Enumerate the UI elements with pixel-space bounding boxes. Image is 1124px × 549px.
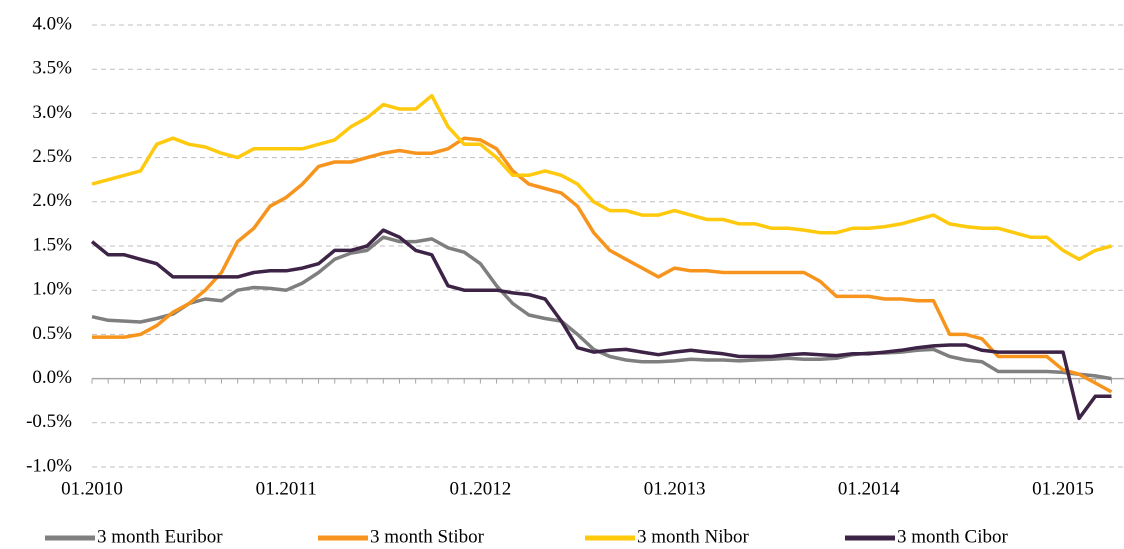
series-line [92,136,1113,394]
y-tick-label: -1.0% [26,455,72,476]
legend-label: 3 month Cibor [897,526,1009,547]
y-tick-label: 3.0% [32,102,72,123]
y-tick-label: 0.5% [32,323,72,344]
x-tick-label: 01.2014 [838,478,900,499]
x-tick-label: 01.2013 [644,478,706,499]
series-line [91,93,1112,262]
legend-label: 3 month Stibor [370,526,485,547]
y-tick-label: 0.0% [32,367,72,388]
y-tick-label: 2.0% [32,190,72,211]
series-line [90,228,1112,421]
legend-label: 3 month Nibor [637,526,750,547]
x-tick-label: 01.2012 [450,478,512,499]
series-line [91,235,1112,381]
y-tick-label: 4.0% [32,13,72,34]
y-tick-label: -0.5% [26,411,72,432]
legend-label: 3 month Euribor [97,526,223,547]
y-tick-label: 2.5% [32,146,72,167]
x-tick-label: 01.2015 [1032,478,1094,499]
x-tick-label: 01.2011 [256,478,317,499]
y-tick-label: 1.5% [32,234,72,255]
x-tick-label: 01.2010 [61,478,123,499]
y-tick-label: 1.0% [32,279,72,300]
y-tick-label: 3.5% [32,58,72,79]
